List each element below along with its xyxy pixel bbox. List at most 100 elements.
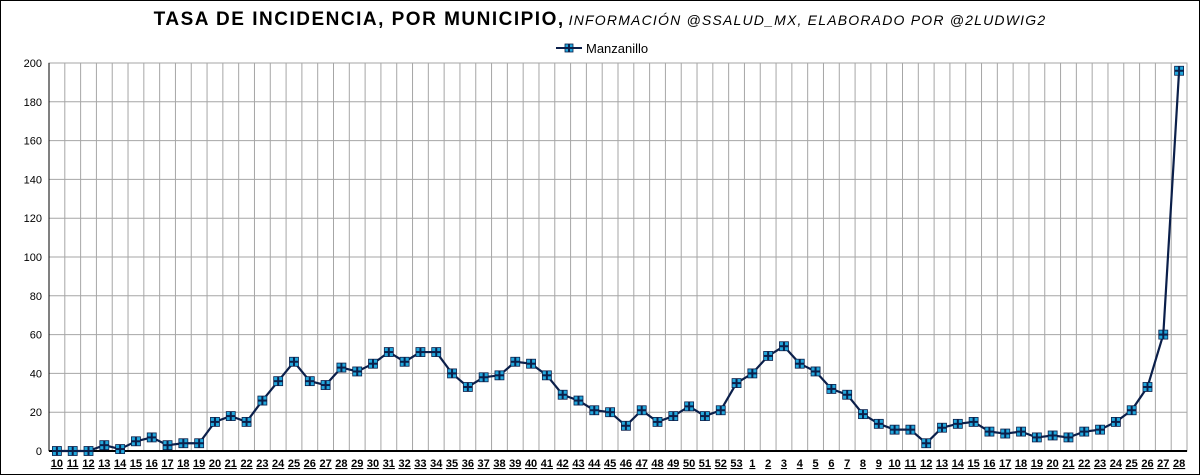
chart-legend: Manzanillo xyxy=(556,38,648,58)
data-point xyxy=(684,401,695,412)
x-tick-label: 6 xyxy=(828,458,834,470)
data-point xyxy=(352,366,363,377)
data-point xyxy=(368,358,378,369)
x-tick-label: 51 xyxy=(699,458,711,470)
x-tick-label: 10 xyxy=(888,458,900,470)
data-point xyxy=(905,424,916,435)
data-point xyxy=(573,395,584,406)
data-point xyxy=(399,356,410,367)
data-point xyxy=(557,389,568,400)
data-point xyxy=(52,446,62,456)
x-tick-label: 26 xyxy=(1141,458,1153,470)
y-tick-label: 60 xyxy=(30,330,42,342)
x-tick-label: 18 xyxy=(1015,458,1027,470)
chart-title: TASA DE INCIDENCIA, POR MUNICIPIO, INFOR… xyxy=(0,9,1200,31)
data-point xyxy=(194,438,205,449)
x-tick-label: 10 xyxy=(51,458,63,470)
data-point xyxy=(842,389,853,400)
x-tick-label: 49 xyxy=(667,458,679,470)
data-point xyxy=(715,405,726,416)
data-point xyxy=(731,378,742,389)
x-tick-label: 3 xyxy=(781,458,787,470)
x-tick-label: 17 xyxy=(999,458,1011,470)
x-tick-label: 39 xyxy=(509,458,521,470)
x-tick-label: 26 xyxy=(304,458,316,470)
x-tick-label: 15 xyxy=(968,458,980,470)
x-tick-label: 38 xyxy=(493,458,505,470)
data-point xyxy=(510,356,521,367)
x-tick-label: 21 xyxy=(225,458,237,470)
x-tick-label: 11 xyxy=(905,458,917,470)
x-tick-label: 36 xyxy=(462,458,474,470)
x-tick-label: 7 xyxy=(844,458,850,470)
data-point xyxy=(526,358,536,369)
data-point xyxy=(984,426,995,437)
data-point xyxy=(889,424,900,435)
data-point xyxy=(478,372,489,383)
x-tick-label: 5 xyxy=(813,458,819,470)
legend-line-marker-icon xyxy=(556,43,582,53)
data-point xyxy=(636,405,647,416)
data-point xyxy=(1158,329,1169,340)
x-tick-label: 24 xyxy=(1110,458,1123,470)
x-tick-label: 13 xyxy=(936,458,948,470)
y-tick-label: 180 xyxy=(24,97,42,109)
x-tick-label: 18 xyxy=(177,458,189,470)
data-point xyxy=(99,440,110,451)
data-point xyxy=(1095,424,1105,435)
data-point xyxy=(921,438,932,449)
x-tick-label: 42 xyxy=(557,458,569,470)
x-tick-label: 33 xyxy=(414,458,426,470)
data-point xyxy=(1126,405,1137,416)
series-layer xyxy=(52,65,1184,456)
data-point xyxy=(431,347,442,357)
x-tick-label: 35 xyxy=(446,458,458,470)
data-point xyxy=(652,416,663,427)
data-point xyxy=(952,418,963,429)
data-point xyxy=(810,366,821,377)
x-tick-label: 12 xyxy=(82,458,94,470)
data-point xyxy=(494,370,505,381)
x-tick-label: 16 xyxy=(146,458,158,470)
data-point xyxy=(1142,382,1153,392)
x-tick-label: 22 xyxy=(240,458,252,470)
data-point xyxy=(320,380,331,390)
x-tick-label: 44 xyxy=(588,458,601,470)
data-point xyxy=(1079,426,1090,437)
x-tick-label: 25 xyxy=(1126,458,1138,470)
x-tick-label: 14 xyxy=(952,458,965,470)
data-point xyxy=(937,422,947,433)
x-tick-label: 20 xyxy=(1047,458,1059,470)
chart-title-subtitle: INFORMACIÓN @SSALUD_MX, ELABORADO POR @2… xyxy=(568,12,1047,28)
data-point xyxy=(826,384,837,394)
data-point xyxy=(1000,428,1011,439)
x-tick-label: 2 xyxy=(765,458,771,470)
data-point xyxy=(1063,432,1074,443)
x-tick-label: 32 xyxy=(399,458,411,470)
x-tick-label: 41 xyxy=(541,458,553,470)
data-point xyxy=(873,418,884,429)
data-point xyxy=(1047,430,1058,441)
x-tick-label: 24 xyxy=(272,458,285,470)
data-point xyxy=(67,446,78,456)
data-point xyxy=(257,395,268,406)
data-point xyxy=(273,376,284,387)
x-tick-label: 53 xyxy=(730,458,742,470)
data-point xyxy=(146,432,157,443)
x-tick-label: 25 xyxy=(288,458,300,470)
data-point xyxy=(162,440,173,451)
data-point xyxy=(794,358,805,369)
x-tick-label: 21 xyxy=(1062,458,1074,470)
x-tick-label: 15 xyxy=(130,458,142,470)
data-point xyxy=(605,407,615,418)
y-tick-label: 140 xyxy=(24,174,42,186)
data-point xyxy=(1110,416,1121,427)
x-tick-label: 37 xyxy=(478,458,490,470)
data-point xyxy=(131,436,141,447)
x-tick-label: 19 xyxy=(193,458,205,470)
x-tick-label: 17 xyxy=(161,458,173,470)
x-tick-label: 20 xyxy=(209,458,221,470)
y-tick-label: 160 xyxy=(24,136,42,148)
x-tick-label: 29 xyxy=(351,458,363,470)
